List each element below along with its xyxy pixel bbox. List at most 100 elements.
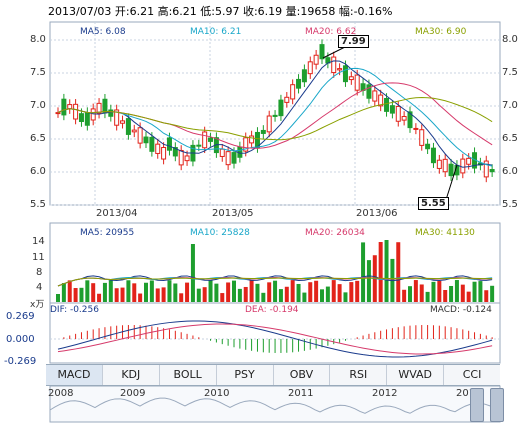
tab-macd[interactable]: MACD xyxy=(46,365,103,385)
volume-bar xyxy=(85,280,90,302)
volume-bar xyxy=(120,287,125,302)
indicator-tab-bar: MACD KDJ BOLL PSY OBV RSI WVAD CCI xyxy=(46,364,500,386)
candle-body xyxy=(354,74,360,91)
volume-bar xyxy=(144,282,148,302)
volume-bar xyxy=(419,284,424,302)
volume-bar xyxy=(378,242,383,302)
volume-bar xyxy=(243,286,248,302)
candle-body xyxy=(448,163,454,177)
candle-body xyxy=(389,105,395,114)
price-ma30-label: MA30: 6.90 xyxy=(415,27,467,37)
candle-body xyxy=(378,94,384,107)
volume-bar xyxy=(132,283,137,302)
tab-boll[interactable]: BOLL xyxy=(160,365,217,385)
high-callout-leader xyxy=(322,46,346,59)
volume-bar xyxy=(296,283,301,302)
candle-body xyxy=(231,152,237,164)
volume-bar xyxy=(425,291,430,302)
price-ytick-left: 7.0 xyxy=(30,100,46,111)
candle-body xyxy=(225,151,231,166)
timeline-year: 2009 xyxy=(120,388,146,399)
price-ytick-right: 6.0 xyxy=(502,166,518,177)
volume-bar xyxy=(478,281,483,302)
volume-bar xyxy=(255,283,260,302)
volume-bar xyxy=(355,280,360,302)
tab-rsi[interactable]: RSI xyxy=(330,365,388,385)
candle-body xyxy=(413,127,419,130)
range-handle-left[interactable] xyxy=(470,388,484,422)
volume-bar xyxy=(214,283,219,302)
volume-bar xyxy=(472,281,477,302)
candle-body xyxy=(102,98,108,114)
volume-bar xyxy=(108,280,113,302)
volume-bar xyxy=(290,280,295,302)
volume-bar xyxy=(384,240,389,302)
candle-body xyxy=(155,143,161,154)
range-handle-right[interactable] xyxy=(490,388,504,422)
candle-body xyxy=(266,115,272,133)
volume-bar xyxy=(396,242,401,302)
candle-body xyxy=(395,105,401,122)
candle-body xyxy=(272,114,278,117)
volume-bar xyxy=(320,289,324,302)
volume-bar xyxy=(343,292,348,302)
volume-bar xyxy=(114,288,119,302)
volume-bar xyxy=(208,280,213,302)
volume-bar xyxy=(337,284,342,302)
price-ytick-right: 5.5 xyxy=(502,199,518,210)
candle-body xyxy=(342,65,348,83)
candle-body xyxy=(337,68,343,71)
tab-obv[interactable]: OBV xyxy=(274,365,331,385)
x-label-jun: 2013/06 xyxy=(356,208,398,219)
candle-body xyxy=(125,118,131,135)
macd-dif-label: DIF: -0.256 xyxy=(50,305,99,315)
macd-dea-label: DEA: -0.194 xyxy=(245,305,299,315)
candle-body xyxy=(90,108,96,121)
price-ytick-right: 6.5 xyxy=(502,133,518,144)
high-price-callout: 7.99 xyxy=(338,35,369,48)
tab-kdj[interactable]: KDJ xyxy=(103,365,160,385)
volume-bar xyxy=(331,280,336,302)
tab-cci[interactable]: CCI xyxy=(462,368,482,381)
low-price-callout: 5.55 xyxy=(418,197,449,210)
volume-bar xyxy=(196,288,201,302)
volume-bar xyxy=(138,293,143,302)
candle-body xyxy=(278,99,284,117)
candle-body xyxy=(466,157,472,165)
volume-ytick: 14 xyxy=(32,236,45,247)
candle-body xyxy=(61,98,67,116)
candle-body xyxy=(425,143,431,150)
macd-dea-line xyxy=(57,323,493,355)
macd-value-label: MACD: -0.124 xyxy=(430,305,492,315)
volume-bar xyxy=(314,280,319,302)
volume-bar xyxy=(155,288,160,302)
volume-bar xyxy=(431,281,436,302)
macd-ytick: 0.269 xyxy=(6,311,35,322)
tab-wvad[interactable]: WVAD xyxy=(387,365,445,385)
macd-dif-line xyxy=(57,320,493,358)
candle-body xyxy=(149,136,155,152)
candle-body xyxy=(78,113,84,123)
price-ma5-label: MA5: 6.08 xyxy=(80,27,126,37)
candle-body xyxy=(401,115,407,121)
volume-bar xyxy=(149,280,154,302)
macd-ytick: -0.269 xyxy=(4,356,37,367)
tab-psy[interactable]: PSY xyxy=(217,365,274,385)
candle-body xyxy=(296,78,302,89)
candle-body xyxy=(442,158,448,173)
volume-bar xyxy=(161,287,166,302)
candle-body xyxy=(307,61,313,75)
volume-bar xyxy=(202,287,207,302)
price-ytick-left: 5.5 xyxy=(30,199,46,210)
price-ma20-label: MA20: 6.62 xyxy=(305,27,357,37)
candle-body xyxy=(178,149,184,166)
volume-bar xyxy=(284,286,289,302)
candle-body xyxy=(108,109,114,117)
volume-unit-label: x万 xyxy=(30,300,45,310)
ma-line-30 xyxy=(57,97,493,141)
candle-body xyxy=(489,169,495,173)
candle-body xyxy=(184,155,190,162)
price-ytick-left: 6.0 xyxy=(30,166,46,177)
volume-bar xyxy=(220,293,225,302)
